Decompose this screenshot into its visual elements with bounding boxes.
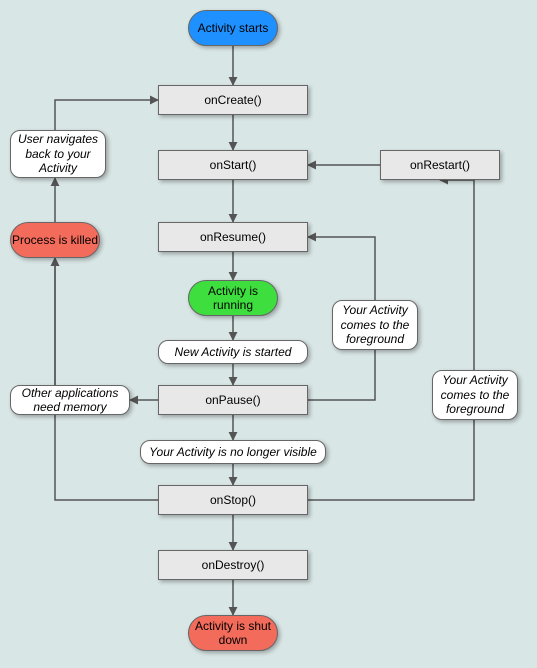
node-onpause: onPause() xyxy=(158,385,308,415)
node-onrestart: onRestart() xyxy=(380,150,500,180)
note-no-longer-visible: Your Activity is no longer visible xyxy=(140,440,326,464)
note-user-navigates-back: User navigates back to your Activity xyxy=(10,130,106,178)
node-oncreate: onCreate() xyxy=(158,85,308,115)
note-new-activity-started: New Activity is started xyxy=(158,340,308,364)
node-onresume: onResume() xyxy=(158,222,308,252)
node-onstop: onStop() xyxy=(158,485,308,515)
node-onstart: onStart() xyxy=(158,150,308,180)
flowchart-container: Activity starts onCreate() onStart() onR… xyxy=(0,0,537,668)
node-activity-starts: Activity starts xyxy=(188,10,278,46)
note-other-apps-need-memory: Other applications need memory xyxy=(10,385,130,415)
node-ondestroy: onDestroy() xyxy=(158,550,308,580)
note-foreground-1: Your Activity comes to the foreground xyxy=(332,300,418,350)
node-activity-shutdown: Activity is shut down xyxy=(188,615,278,651)
note-foreground-2: Your Activity comes to the foreground xyxy=(432,370,518,420)
node-activity-running: Activity is running xyxy=(188,280,278,316)
node-process-killed: Process is killed xyxy=(10,222,100,258)
